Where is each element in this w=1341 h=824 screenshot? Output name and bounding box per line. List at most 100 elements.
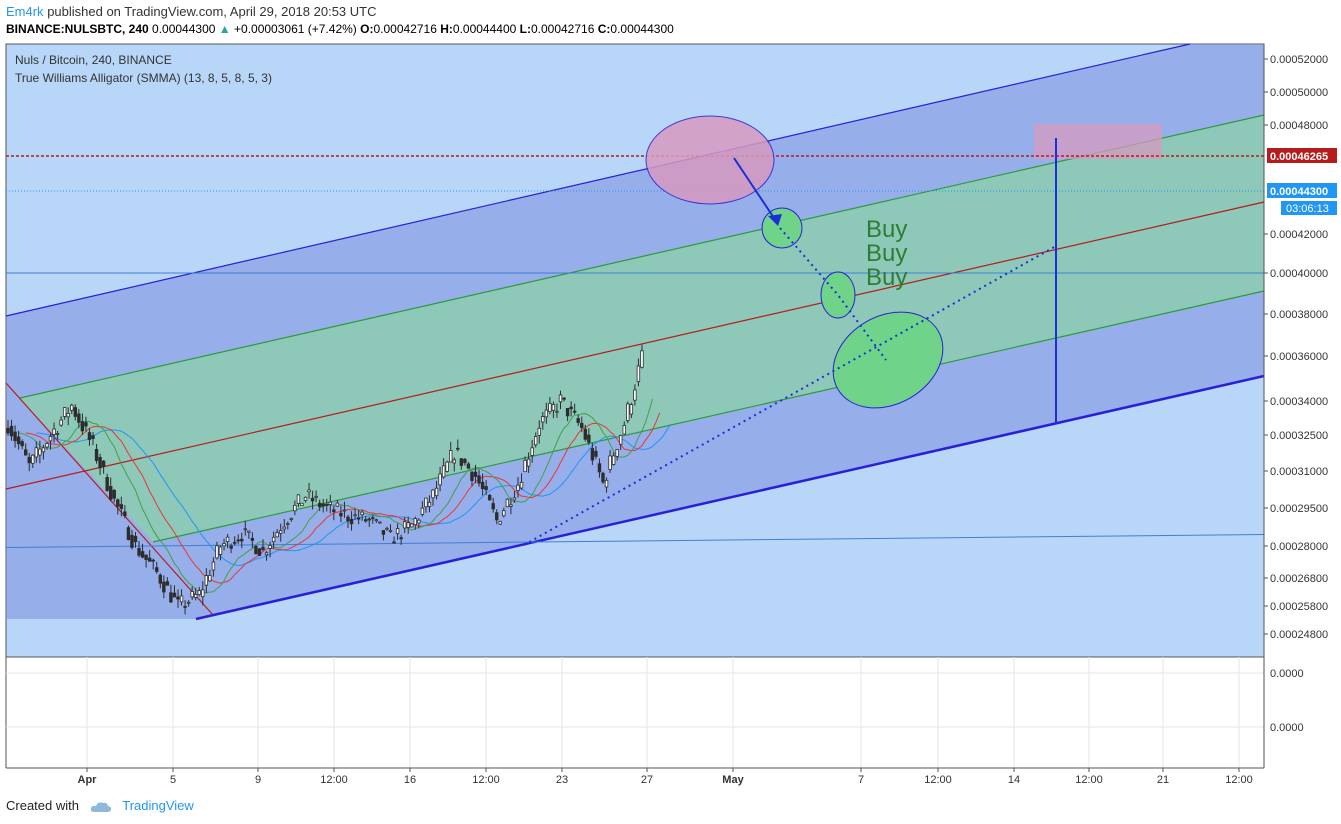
candle[interactable]: [314, 495, 318, 498]
candle[interactable]: [325, 504, 329, 506]
candle[interactable]: [27, 456, 31, 464]
candle[interactable]: [502, 510, 506, 517]
candle[interactable]: [424, 497, 428, 508]
candle[interactable]: [640, 350, 644, 368]
candle[interactable]: [608, 455, 612, 470]
candle[interactable]: [526, 458, 531, 467]
candle[interactable]: [133, 535, 138, 543]
candle[interactable]: [551, 404, 556, 411]
candle[interactable]: [395, 528, 400, 534]
candle[interactable]: [116, 499, 120, 507]
candle[interactable]: [66, 413, 70, 418]
candle[interactable]: [119, 504, 124, 509]
candle[interactable]: [349, 518, 354, 525]
candle[interactable]: [364, 519, 368, 522]
candle[interactable]: [587, 434, 591, 443]
candle[interactable]: [420, 507, 425, 515]
candle[interactable]: [98, 456, 102, 469]
candle[interactable]: [523, 459, 527, 473]
candle[interactable]: [445, 461, 449, 472]
candle[interactable]: [392, 541, 396, 544]
candle[interactable]: [558, 394, 563, 403]
candle[interactable]: [34, 447, 39, 458]
candle[interactable]: [495, 512, 499, 521]
candle[interactable]: [296, 494, 301, 504]
candle[interactable]: [190, 591, 194, 598]
candle[interactable]: [434, 487, 439, 497]
candle[interactable]: [367, 518, 371, 521]
candle[interactable]: [498, 520, 502, 525]
candle[interactable]: [271, 536, 276, 543]
candle[interactable]: [137, 548, 141, 556]
candle[interactable]: [73, 407, 77, 417]
candle[interactable]: [16, 436, 21, 445]
candle[interactable]: [169, 592, 173, 603]
candle[interactable]: [6, 427, 10, 434]
candle[interactable]: [310, 497, 315, 502]
candle[interactable]: [24, 449, 28, 456]
candle[interactable]: [176, 596, 180, 600]
candle[interactable]: [611, 455, 616, 465]
candle[interactable]: [254, 545, 258, 555]
candle[interactable]: [218, 546, 223, 555]
candle[interactable]: [229, 545, 233, 549]
candle[interactable]: [565, 408, 570, 417]
candle[interactable]: [240, 538, 244, 542]
candle[interactable]: [569, 406, 573, 410]
candle[interactable]: [622, 425, 626, 435]
candle[interactable]: [619, 435, 623, 445]
candle[interactable]: [112, 489, 116, 499]
candle[interactable]: [580, 422, 584, 428]
candle[interactable]: [80, 421, 85, 432]
candle[interactable]: [9, 425, 14, 437]
candle[interactable]: [215, 545, 219, 559]
candle[interactable]: [162, 581, 166, 593]
candle[interactable]: [194, 594, 198, 598]
author-link[interactable]: Em4rk: [6, 4, 44, 19]
candle[interactable]: [583, 428, 587, 440]
candle[interactable]: [55, 433, 60, 435]
candle[interactable]: [151, 559, 155, 562]
candle[interactable]: [130, 534, 134, 548]
candle[interactable]: [144, 554, 148, 560]
candle[interactable]: [633, 389, 637, 401]
candle[interactable]: [544, 409, 549, 418]
candle[interactable]: [473, 471, 478, 477]
candle[interactable]: [204, 575, 209, 586]
candle[interactable]: [268, 545, 272, 549]
candle[interactable]: [459, 458, 464, 466]
candlestick-series[interactable]: [6, 344, 644, 615]
candle[interactable]: [406, 522, 410, 528]
candle[interactable]: [183, 606, 187, 608]
candle[interactable]: [243, 528, 247, 531]
candle[interactable]: [289, 517, 294, 520]
candle[interactable]: [222, 543, 226, 547]
candle[interactable]: [477, 475, 481, 484]
candle[interactable]: [537, 427, 541, 436]
candle[interactable]: [519, 481, 524, 489]
candle[interactable]: [399, 537, 403, 540]
candle[interactable]: [48, 435, 53, 442]
candle[interactable]: [225, 536, 230, 542]
candle[interactable]: [20, 441, 24, 447]
candle[interactable]: [165, 581, 170, 586]
candle[interactable]: [293, 504, 297, 512]
candle[interactable]: [158, 574, 162, 584]
candle[interactable]: [59, 419, 63, 426]
candle[interactable]: [208, 575, 212, 582]
candle[interactable]: [626, 403, 630, 421]
candle[interactable]: [286, 523, 290, 525]
candle[interactable]: [70, 404, 74, 411]
candle[interactable]: [371, 517, 375, 520]
candle[interactable]: [197, 590, 201, 596]
candle[interactable]: [374, 519, 379, 522]
candle[interactable]: [52, 428, 56, 435]
candle[interactable]: [438, 473, 442, 486]
candle[interactable]: [303, 496, 308, 501]
candle[interactable]: [402, 521, 407, 529]
candle[interactable]: [555, 410, 559, 413]
candle[interactable]: [13, 431, 17, 442]
candle[interactable]: [335, 502, 340, 507]
candle[interactable]: [140, 551, 145, 558]
